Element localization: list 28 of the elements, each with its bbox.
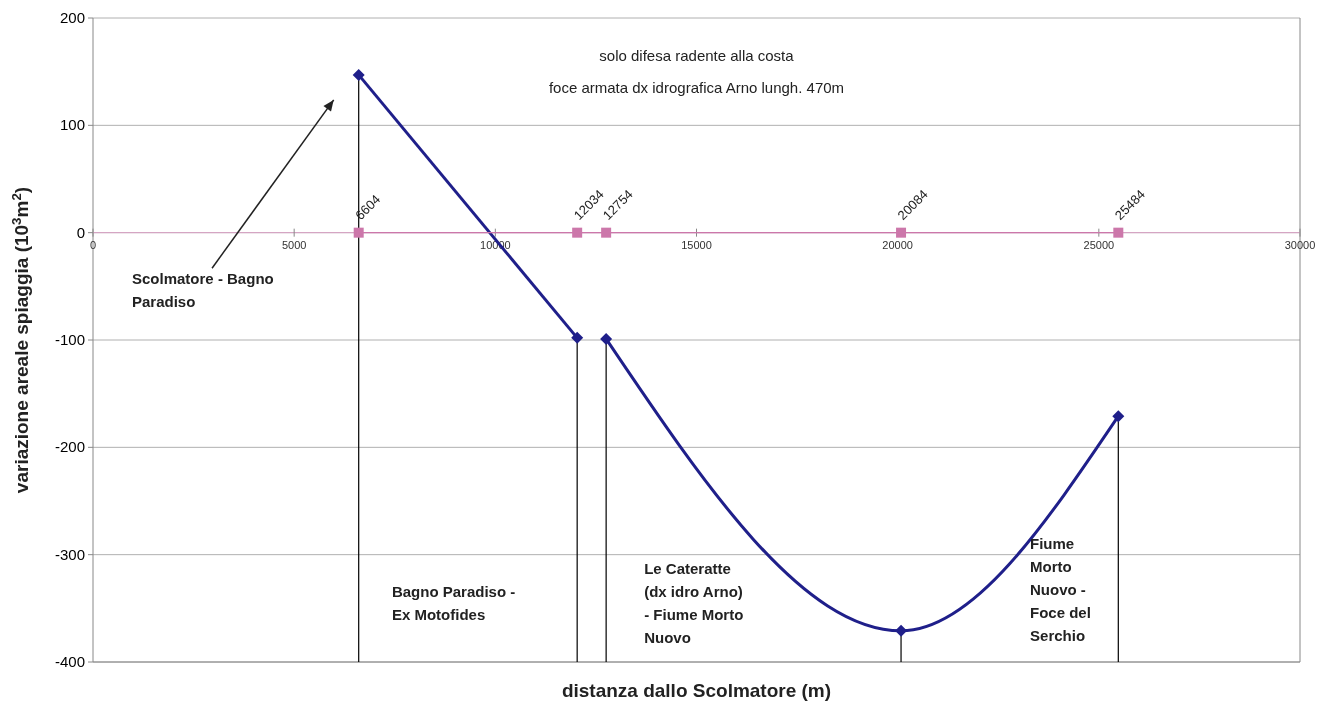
x-tick-label: 25000: [1083, 238, 1115, 251]
point: [352, 68, 365, 81]
y-tick-label: 100: [59, 116, 85, 134]
point: [571, 331, 584, 344]
point: [896, 227, 907, 238]
y-tick-label: -100: [54, 331, 85, 348]
annotation: Bagno Paradiso - Ex Motofides: [391, 582, 516, 623]
point: [600, 332, 613, 345]
annotation: Le Cateratte (dx idro Arno) - Fiume Morto Nuovo: [644, 559, 744, 646]
y-tick-label: 200: [59, 9, 85, 26]
point: [1112, 410, 1125, 423]
annotation: Fiume Morto Nuovo - Foce del Serchio: [1030, 535, 1091, 645]
y-tick-label: -400: [54, 653, 85, 670]
x-axis-title: distanza dallo Scolmatore (m): [561, 680, 832, 701]
point: [601, 227, 612, 238]
point: [572, 227, 583, 238]
x-tick-label: 15000: [681, 238, 712, 251]
annotation: Scolmatore - Bagno Paradiso: [132, 270, 274, 311]
x-tick-label: 0: [89, 238, 97, 251]
x-tick-label: 5000: [281, 238, 307, 251]
text: solo difesa radente alla costa: [599, 47, 795, 64]
x-tick-label: 20000: [882, 238, 913, 251]
text: foce armata dx idrografica Arno lungh. 470m: [548, 79, 845, 96]
x-tick-label: 30000: [1284, 238, 1316, 251]
y-tick-label: -200: [54, 438, 85, 456]
point: [1113, 227, 1124, 238]
point: [353, 227, 364, 238]
y-tick-label: -300: [54, 545, 85, 563]
